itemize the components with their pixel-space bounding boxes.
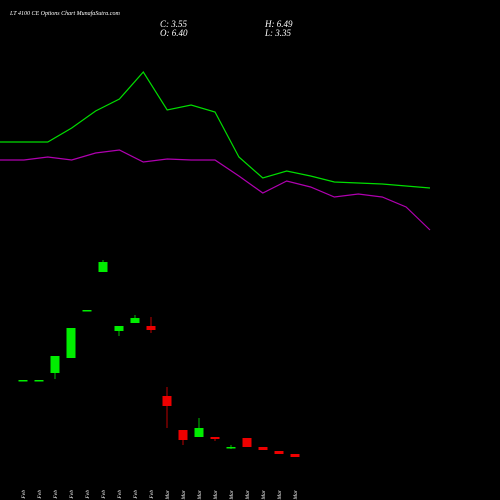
low-label: L: 3.35	[264, 28, 292, 38]
ma-line	[0, 149, 431, 231]
candle-body	[290, 454, 300, 457]
candle-body	[130, 318, 140, 323]
candle-body	[226, 447, 236, 449]
x-tick-label: 17 Feb	[69, 490, 75, 500]
x-tick-label: 12 Mar	[277, 489, 283, 500]
candle-body	[210, 437, 220, 439]
x-tick-label: 06 Feb	[37, 490, 43, 500]
x-tick-label: 20 Feb	[101, 490, 107, 500]
candle-body	[98, 262, 108, 272]
x-tick-label: 06 Mar	[213, 489, 219, 500]
x-tick-label: 27 Feb	[149, 490, 155, 500]
x-tick-label: 11 Feb	[53, 490, 59, 500]
candle-body	[50, 356, 60, 373]
x-tick-label: 05 Mar	[197, 489, 203, 500]
candle-body	[114, 326, 124, 331]
candle-body	[66, 328, 76, 358]
x-tick-label: 02 Mar	[165, 489, 171, 500]
candle-body	[258, 447, 268, 450]
candle-body	[242, 438, 252, 447]
candle-body	[146, 326, 156, 330]
ma-line	[0, 71, 431, 189]
x-tick-label: 10 Mar	[245, 489, 251, 500]
candle-body	[274, 451, 284, 454]
x-tick-label: 11 Mar	[261, 489, 267, 500]
candle-body	[194, 428, 204, 437]
x-tick-label: 24 Feb	[116, 490, 123, 500]
candle-body	[82, 310, 92, 312]
x-tick-label: 04 Feb	[20, 490, 27, 500]
high-label: H: 6.49	[264, 19, 293, 29]
chart-title: LT 4100 CE Options Chart MunafaSutra.com	[9, 10, 120, 17]
candle-body	[34, 380, 44, 382]
close-label: C: 3.55	[160, 19, 188, 29]
candle-body	[18, 380, 28, 382]
x-tick-label: 09 Mar	[229, 489, 235, 500]
candle-body	[178, 430, 188, 440]
open-label: O: 6.40	[160, 28, 188, 38]
x-tick-label: 25 Feb	[133, 490, 139, 500]
x-tick-label: 13 Mar	[293, 489, 299, 500]
x-tick-label: 04 Mar	[180, 489, 187, 500]
candle-body	[162, 396, 172, 406]
x-tick-label: 19 Feb	[85, 490, 91, 500]
